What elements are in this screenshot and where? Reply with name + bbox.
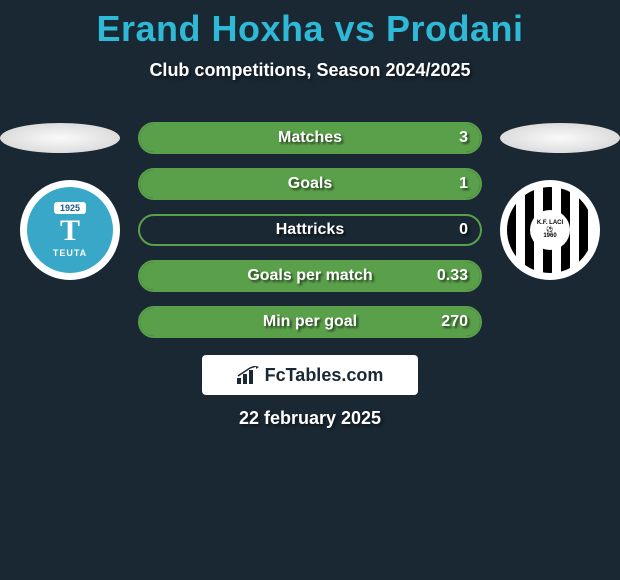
club-right-year: 1960	[543, 233, 556, 240]
stat-row: Goals 1	[138, 168, 482, 200]
stat-row: Min per goal 270	[138, 306, 482, 338]
date-text: 22 february 2025	[0, 408, 620, 429]
stat-row: Matches 3	[138, 122, 482, 154]
club-right-name: K.F. LACI	[537, 220, 563, 227]
club-left-year: 1925	[54, 202, 86, 214]
stat-value-right: 0	[459, 221, 468, 239]
stat-value-right: 270	[441, 313, 468, 331]
stat-label: Goals per match	[247, 267, 372, 285]
stat-value-right: 0.33	[437, 267, 468, 285]
stat-row: Goals per match 0.33	[138, 260, 482, 292]
stat-value-right: 3	[459, 129, 468, 147]
stats-container: Matches 3 Goals 1 Hattricks 0 Goals per match 0…	[138, 122, 482, 352]
page-title: Erand Hoxha vs Prodani	[0, 0, 620, 50]
branding-text: FcTables.com	[265, 365, 384, 386]
stat-label: Matches	[278, 129, 342, 147]
player-left-silhouette	[0, 123, 120, 153]
chart-icon	[237, 366, 259, 384]
stat-label: Hattricks	[276, 221, 344, 239]
club-badge-left: 1925 T TEUTA	[20, 180, 120, 280]
stat-value-right: 1	[459, 175, 468, 193]
stat-label: Min per goal	[263, 313, 357, 331]
subtitle: Club competitions, Season 2024/2025	[0, 60, 620, 81]
club-left-name: TEUTA	[53, 248, 87, 258]
club-badge-right: K.F. LACI ⚽ 1960	[500, 180, 600, 280]
stat-row: Hattricks 0	[138, 214, 482, 246]
stat-label: Goals	[288, 175, 332, 193]
branding-badge[interactable]: FcTables.com	[202, 355, 418, 395]
club-left-letter: T	[60, 216, 80, 246]
player-right-silhouette	[500, 123, 620, 153]
